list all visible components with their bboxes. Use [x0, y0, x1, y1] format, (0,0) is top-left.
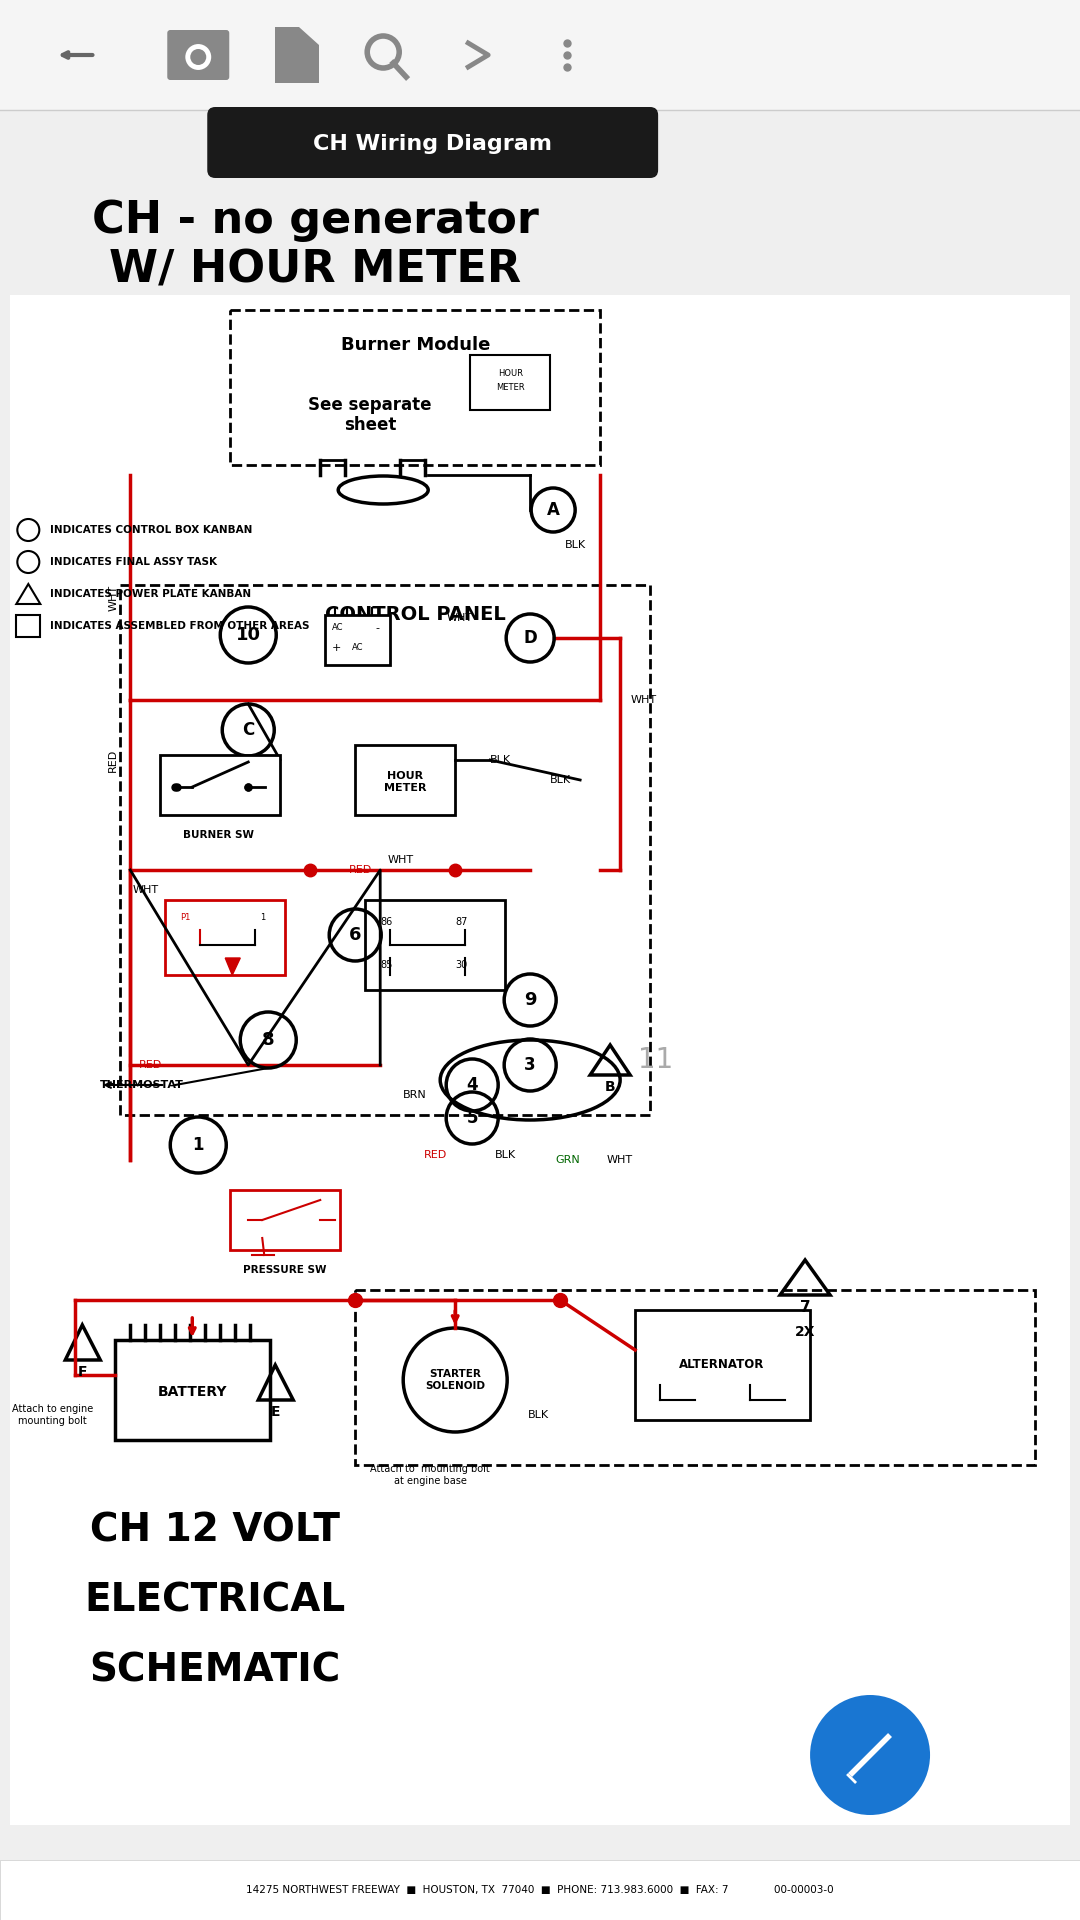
Bar	[325, 614, 390, 664]
Text: 5: 5	[467, 1110, 478, 1127]
Polygon shape	[226, 958, 240, 975]
Text: 9: 9	[524, 991, 537, 1010]
Bar	[116, 1340, 270, 1440]
Text: P1: P1	[180, 914, 191, 922]
Text: 14275 NORTHWEST FREEWAY  ■  HOUSTON, TX  77040  ■  PHONE: 713.983.6000  ■  FAX: : 14275 NORTHWEST FREEWAY ■ HOUSTON, TX 77…	[246, 1885, 834, 1895]
Bar	[160, 755, 280, 814]
Bar	[16, 614, 40, 637]
Bar	[365, 900, 505, 991]
Text: WHT: WHT	[447, 612, 473, 622]
Text: BLK: BLK	[528, 1409, 549, 1421]
Text: 1: 1	[192, 1137, 204, 1154]
Text: BLK: BLK	[565, 540, 585, 549]
Text: D: D	[524, 630, 537, 647]
Bar	[11, 296, 1070, 1826]
Bar	[275, 27, 320, 83]
Bar	[355, 745, 455, 814]
Text: Attach to engine
mounting bolt: Attach to engine mounting bolt	[12, 1404, 93, 1427]
Text: W/ HOUR METER: W/ HOUR METER	[109, 248, 522, 292]
Text: PRESSURE SW: PRESSURE SW	[243, 1265, 327, 1275]
Circle shape	[190, 50, 206, 65]
Circle shape	[403, 1329, 508, 1432]
Text: THERMOSTAT: THERMOSTAT	[100, 1079, 185, 1091]
Text: 7: 7	[800, 1300, 810, 1315]
Text: RED: RED	[138, 1060, 162, 1069]
Circle shape	[810, 1695, 930, 1814]
Text: A: A	[546, 501, 559, 518]
Text: GRN: GRN	[556, 1156, 581, 1165]
Text: CH Wiring Diagram: CH Wiring Diagram	[313, 134, 552, 154]
Text: 6: 6	[349, 925, 362, 945]
Text: BLK: BLK	[489, 755, 511, 764]
Text: AC: AC	[333, 624, 343, 632]
Bar	[165, 900, 285, 975]
Text: ELECTRICAL: ELECTRICAL	[84, 1580, 346, 1619]
Bar	[11, 1290, 350, 1500]
Text: 1: 1	[260, 914, 266, 922]
Text: +: +	[333, 643, 341, 653]
Text: WHT: WHT	[630, 695, 657, 705]
Text: HOUR
METER: HOUR METER	[384, 772, 427, 793]
Text: -: -	[375, 622, 379, 634]
Text: BLK: BLK	[550, 776, 570, 785]
Text: AC: AC	[352, 643, 364, 653]
Text: INDICATES FINAL ASSY TASK: INDICATES FINAL ASSY TASK	[51, 557, 217, 566]
Text: CH 12 VOLT: CH 12 VOLT	[91, 1511, 340, 1549]
Text: SCHEMATIC: SCHEMATIC	[90, 1651, 341, 1690]
Bar	[230, 1190, 340, 1250]
Text: 3: 3	[525, 1056, 536, 1073]
Text: BRN: BRN	[403, 1091, 427, 1100]
Text: See separate
sheet: See separate sheet	[309, 396, 432, 434]
Text: WHT: WHT	[132, 885, 159, 895]
Text: BURNER SW: BURNER SW	[183, 829, 254, 841]
Text: Attach to  mounting bolt
at engine base: Attach to mounting bolt at engine base	[370, 1465, 490, 1486]
Text: 2X: 2X	[795, 1325, 815, 1338]
Text: 87: 87	[455, 918, 468, 927]
Bar	[0, 0, 1080, 109]
Text: 8: 8	[262, 1031, 274, 1048]
Text: B: B	[605, 1079, 616, 1094]
Text: Burner Module: Burner Module	[340, 336, 490, 353]
Text: E: E	[270, 1405, 280, 1419]
Text: STARTER
SOLENOID: STARTER SOLENOID	[426, 1369, 485, 1390]
Bar	[470, 355, 550, 411]
Text: METER: METER	[496, 384, 525, 392]
Bar	[230, 309, 600, 465]
Text: BLK: BLK	[495, 1150, 516, 1160]
FancyBboxPatch shape	[167, 31, 229, 81]
Text: INDICATES CONTROL BOX KANBAN: INDICATES CONTROL BOX KANBAN	[51, 524, 253, 536]
FancyBboxPatch shape	[207, 108, 658, 179]
Text: RED: RED	[108, 749, 119, 772]
Text: 11: 11	[637, 1046, 673, 1073]
Text: RED: RED	[423, 1150, 447, 1160]
Text: WHT: WHT	[108, 586, 119, 611]
Text: 86: 86	[380, 918, 392, 927]
Bar	[355, 1290, 1035, 1465]
Text: CH - no generator: CH - no generator	[92, 198, 539, 242]
Text: WHT: WHT	[607, 1156, 633, 1165]
Text: INDICATES ASSEMBLED FROM OTHER AREAS: INDICATES ASSEMBLED FROM OTHER AREAS	[51, 620, 310, 632]
Bar	[0, 1860, 1080, 1920]
Text: F: F	[78, 1365, 87, 1379]
Text: 30: 30	[455, 960, 468, 970]
Text: WHT: WHT	[387, 854, 414, 866]
Circle shape	[185, 42, 213, 71]
Text: INDICATES POWER PLATE KANBAN: INDICATES POWER PLATE KANBAN	[51, 589, 252, 599]
Text: 4: 4	[467, 1075, 478, 1094]
Text: RED: RED	[349, 866, 372, 876]
Bar	[120, 586, 650, 1116]
Text: C: C	[242, 722, 255, 739]
Text: HOUR: HOUR	[498, 369, 523, 378]
Text: GAS ENGINE: GAS ENGINE	[688, 1309, 802, 1327]
Text: 85: 85	[380, 960, 393, 970]
Bar	[635, 1309, 810, 1421]
Text: 10: 10	[235, 626, 260, 643]
Text: BATTERY: BATTERY	[158, 1384, 227, 1400]
Text: CONTROL PANEL: CONTROL PANEL	[325, 605, 505, 624]
Polygon shape	[299, 27, 320, 44]
Text: ALTERNATOR: ALTERNATOR	[679, 1359, 765, 1371]
